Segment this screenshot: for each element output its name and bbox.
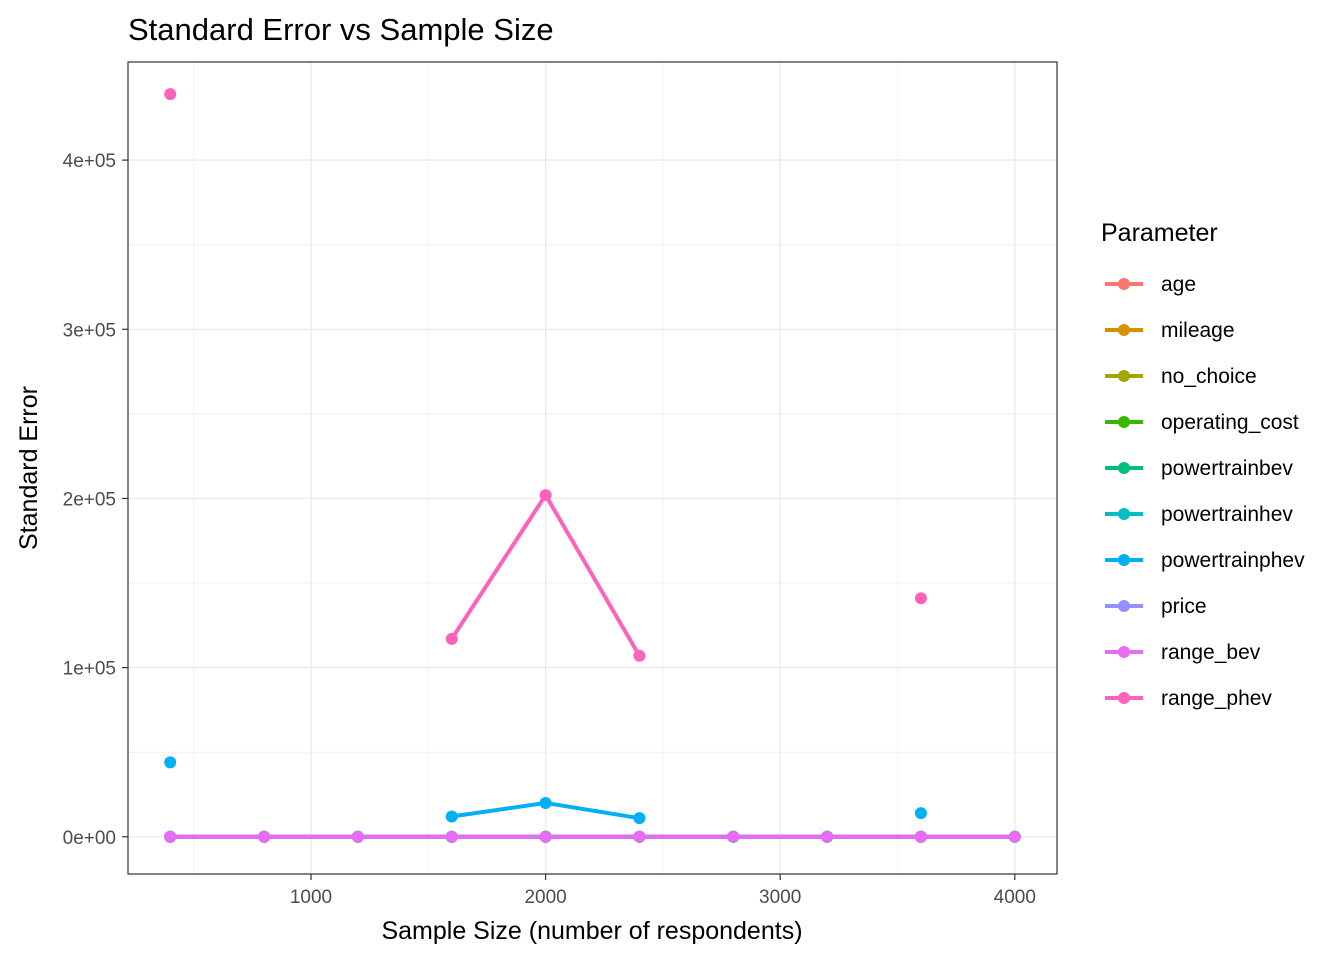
legend-key-point [1118,554,1130,566]
legend-key-point [1118,600,1130,612]
data-point-powertrainphev [633,812,646,825]
data-point-range_bev [1008,830,1021,843]
legend-key-point [1118,324,1130,336]
data-point-range_phev [445,632,458,645]
data-point-range_bev [821,830,834,843]
y-tick-label: 3e+05 [63,320,116,341]
legend: Parameter age mileage no_choice operating_c… [1101,219,1305,710]
data-point-range_phev [539,489,552,502]
data-point-range_bev [633,830,646,843]
legend-item-powertrainbev: powertrainbev [1105,457,1293,480]
series-layer [164,88,1021,843]
y-tick-label: 1e+05 [63,659,116,680]
data-point-powertrainphev [164,756,177,769]
legend-label: price [1161,595,1207,618]
legend-key-point [1118,646,1130,658]
legend-item-operating_cost: operating_cost [1105,411,1299,434]
legend-items: age mileage no_choice operating_costpowertr… [1105,273,1305,710]
legend-label: age [1161,273,1196,296]
legend-label: powertrainhev [1161,503,1293,526]
legend-key-point [1118,692,1130,704]
x-tick-label: 1000 [290,887,332,908]
legend-title: Parameter [1101,219,1218,247]
grid-layer [128,62,1057,874]
data-point-range_bev [539,830,552,843]
legend-label: operating_cost [1161,411,1299,434]
data-point-range_phev [914,592,927,605]
legend-key-point [1118,278,1130,290]
legend-label: powertrainbev [1161,457,1293,480]
legend-label: range_bev [1161,641,1261,664]
legend-item-mileage: mileage [1105,319,1235,342]
legend-item-range_phev: range_phev [1105,687,1272,710]
data-point-range_phev [164,88,177,101]
legend-label: powertrainphev [1161,549,1305,572]
series-powertrainphev [164,756,927,825]
legend-item-range_bev: range_bev [1105,641,1261,664]
legend-key-point [1118,416,1130,428]
legend-item-powertrainphev: powertrainphev [1105,549,1305,572]
data-point-range_bev [258,830,271,843]
data-point-range_bev [914,830,927,843]
y-tick-label: 2e+05 [63,489,116,510]
legend-item-powertrainhev: powertrainhev [1105,503,1293,526]
x-axis-title: Sample Size (number of respondents) [381,917,802,945]
x-tick-label: 3000 [759,887,801,908]
data-point-range_bev [727,830,740,843]
y-axis-title: Standard Error [15,386,43,550]
legend-label: mileage [1161,319,1235,342]
series-range_bev [164,830,1021,843]
plot-panel-border [127,61,1058,875]
legend-item-price: price [1105,595,1207,618]
legend-key-point [1118,370,1130,382]
axis-layer: 1000 2000 3000 4000 0e+00 1e+05 2e+05 3e+05 4e+0… [63,151,1036,908]
data-point-range_phev [633,649,646,662]
legend-key-point [1118,508,1130,520]
legend-item-no_choice: no_choice [1105,365,1257,388]
data-point-range_bev [164,830,177,843]
chart-title: Standard Error vs Sample Size [128,12,554,47]
data-point-range_bev [445,830,458,843]
y-tick-label: 0e+00 [63,828,116,849]
data-point-range_bev [351,830,364,843]
legend-key-point [1118,462,1130,474]
y-tick-label: 4e+05 [63,151,116,172]
legend-label: range_phev [1161,687,1272,710]
x-tick-label: 2000 [524,887,566,908]
legend-item-age: age [1105,273,1196,296]
series-range_phev [164,88,927,662]
data-point-powertrainphev [445,810,458,823]
data-point-powertrainphev [914,807,927,820]
legend-label: no_choice [1161,365,1257,388]
x-tick-label: 4000 [994,887,1036,908]
data-point-powertrainphev [539,796,552,809]
